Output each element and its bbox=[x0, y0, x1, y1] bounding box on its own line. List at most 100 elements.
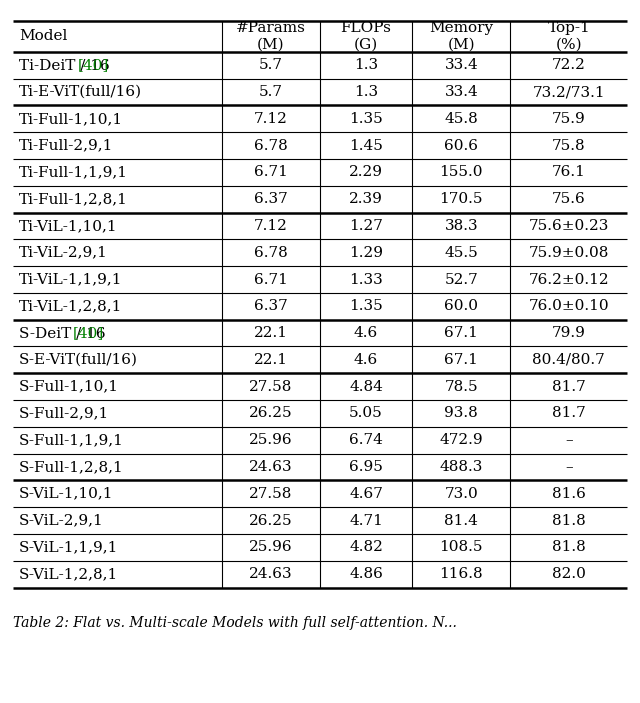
Text: 27.58: 27.58 bbox=[249, 486, 292, 501]
Text: 5.05: 5.05 bbox=[349, 406, 383, 420]
Text: 5.7: 5.7 bbox=[259, 85, 283, 99]
Text: 33.4: 33.4 bbox=[444, 58, 478, 72]
Text: S-Full-2,9,1: S-Full-2,9,1 bbox=[19, 406, 109, 420]
Text: –: – bbox=[565, 460, 573, 474]
Text: 27.58: 27.58 bbox=[249, 380, 292, 394]
Text: Ti-Full-1,1,9,1: Ti-Full-1,1,9,1 bbox=[19, 165, 128, 179]
Text: 73.2/73.1: 73.2/73.1 bbox=[532, 85, 605, 99]
Text: 75.6: 75.6 bbox=[552, 192, 586, 206]
Text: S-ViL-1,10,1: S-ViL-1,10,1 bbox=[19, 486, 114, 501]
Text: S-ViL-2,9,1: S-ViL-2,9,1 bbox=[19, 514, 104, 527]
Text: 45.8: 45.8 bbox=[444, 112, 478, 126]
Text: 4.6: 4.6 bbox=[354, 353, 378, 367]
Text: S-E-ViT(full/16): S-E-ViT(full/16) bbox=[19, 353, 138, 367]
Text: 38.3: 38.3 bbox=[445, 219, 478, 233]
Text: [40]: [40] bbox=[73, 326, 104, 340]
Text: 81.4: 81.4 bbox=[444, 514, 478, 527]
Text: 80.4/80.7: 80.4/80.7 bbox=[532, 353, 605, 367]
Text: Table 2: Flat vs. Multi-scale Models with full self-attention. N...: Table 2: Flat vs. Multi-scale Models wit… bbox=[13, 616, 457, 630]
Text: 1.3: 1.3 bbox=[354, 58, 378, 72]
Text: Ti-Full-1,10,1: Ti-Full-1,10,1 bbox=[19, 112, 124, 126]
Text: 72.2: 72.2 bbox=[552, 58, 586, 72]
Text: 1.45: 1.45 bbox=[349, 138, 383, 153]
Text: S-DeiT / 16: S-DeiT / 16 bbox=[19, 326, 111, 340]
Text: 81.8: 81.8 bbox=[552, 514, 586, 527]
Text: 75.9±0.08: 75.9±0.08 bbox=[529, 246, 609, 259]
Text: 1.27: 1.27 bbox=[349, 219, 383, 233]
Text: 155.0: 155.0 bbox=[440, 165, 483, 179]
Text: 6.78: 6.78 bbox=[254, 138, 288, 153]
Text: Ti-ViL-1,10,1: Ti-ViL-1,10,1 bbox=[19, 219, 118, 233]
Text: Memory
(M): Memory (M) bbox=[429, 21, 493, 51]
Text: S-Full-1,1,9,1: S-Full-1,1,9,1 bbox=[19, 433, 124, 447]
Text: 75.8: 75.8 bbox=[552, 138, 586, 153]
Text: 25.96: 25.96 bbox=[249, 541, 292, 555]
Text: 1.35: 1.35 bbox=[349, 299, 383, 314]
Text: 22.1: 22.1 bbox=[254, 326, 288, 340]
Text: 4.86: 4.86 bbox=[349, 567, 383, 581]
Text: 1.33: 1.33 bbox=[349, 273, 383, 287]
Text: 4.82: 4.82 bbox=[349, 541, 383, 555]
Text: 170.5: 170.5 bbox=[440, 192, 483, 206]
Text: 76.1: 76.1 bbox=[552, 165, 586, 179]
Text: 79.9: 79.9 bbox=[552, 326, 586, 340]
Text: 26.25: 26.25 bbox=[249, 406, 292, 420]
Text: 6.37: 6.37 bbox=[254, 192, 288, 206]
Text: S-ViL-1,1,9,1: S-ViL-1,1,9,1 bbox=[19, 541, 118, 555]
Text: 1.35: 1.35 bbox=[349, 112, 383, 126]
Text: 2.29: 2.29 bbox=[349, 165, 383, 179]
Text: 60.0: 60.0 bbox=[444, 299, 478, 314]
Text: 73.0: 73.0 bbox=[444, 486, 478, 501]
Text: 93.8: 93.8 bbox=[444, 406, 478, 420]
Text: 6.71: 6.71 bbox=[254, 273, 288, 287]
Text: 472.9: 472.9 bbox=[440, 433, 483, 447]
Text: Model: Model bbox=[19, 30, 68, 44]
Text: 4.71: 4.71 bbox=[349, 514, 383, 527]
Text: Ti-ViL-1,1,9,1: Ti-ViL-1,1,9,1 bbox=[19, 273, 123, 287]
Text: –: – bbox=[565, 433, 573, 447]
Text: Top-1
(%): Top-1 (%) bbox=[547, 21, 590, 51]
Text: 76.2±0.12: 76.2±0.12 bbox=[529, 273, 609, 287]
Text: #Params
(M): #Params (M) bbox=[236, 21, 306, 51]
Text: 60.6: 60.6 bbox=[444, 138, 478, 153]
Text: 24.63: 24.63 bbox=[249, 460, 292, 474]
Text: 81.6: 81.6 bbox=[552, 486, 586, 501]
Text: 6.95: 6.95 bbox=[349, 460, 383, 474]
Text: 33.4: 33.4 bbox=[444, 85, 478, 99]
Text: 7.12: 7.12 bbox=[254, 112, 288, 126]
Text: S-Full-1,2,8,1: S-Full-1,2,8,1 bbox=[19, 460, 124, 474]
Text: 108.5: 108.5 bbox=[440, 541, 483, 555]
Text: 81.7: 81.7 bbox=[552, 406, 586, 420]
Text: 76.0±0.10: 76.0±0.10 bbox=[529, 299, 609, 314]
Text: 67.1: 67.1 bbox=[444, 326, 478, 340]
Text: 75.9: 75.9 bbox=[552, 112, 586, 126]
Text: 24.63: 24.63 bbox=[249, 567, 292, 581]
Text: Ti-ViL-1,2,8,1: Ti-ViL-1,2,8,1 bbox=[19, 299, 123, 314]
Text: S-ViL-1,2,8,1: S-ViL-1,2,8,1 bbox=[19, 567, 118, 581]
Text: 78.5: 78.5 bbox=[445, 380, 478, 394]
Text: 75.6±0.23: 75.6±0.23 bbox=[529, 219, 609, 233]
Text: 4.6: 4.6 bbox=[354, 326, 378, 340]
Text: Ti-E-ViT(full/16): Ti-E-ViT(full/16) bbox=[19, 85, 142, 99]
Text: 45.5: 45.5 bbox=[444, 246, 478, 259]
Text: [40]: [40] bbox=[77, 58, 109, 72]
Text: 81.7: 81.7 bbox=[552, 380, 586, 394]
Text: 7.12: 7.12 bbox=[254, 219, 288, 233]
Text: 25.96: 25.96 bbox=[249, 433, 292, 447]
Text: 1.3: 1.3 bbox=[354, 85, 378, 99]
Text: 81.8: 81.8 bbox=[552, 541, 586, 555]
Text: FLOPs
(G): FLOPs (G) bbox=[340, 21, 392, 51]
Text: 116.8: 116.8 bbox=[440, 567, 483, 581]
Text: 52.7: 52.7 bbox=[444, 273, 478, 287]
Text: 4.84: 4.84 bbox=[349, 380, 383, 394]
Text: 2.39: 2.39 bbox=[349, 192, 383, 206]
Text: Ti-DeiT / 16: Ti-DeiT / 16 bbox=[19, 58, 115, 72]
Text: 4.67: 4.67 bbox=[349, 486, 383, 501]
Text: Ti-ViL-2,9,1: Ti-ViL-2,9,1 bbox=[19, 246, 108, 259]
Text: 5.7: 5.7 bbox=[259, 58, 283, 72]
Text: 67.1: 67.1 bbox=[444, 353, 478, 367]
Text: 488.3: 488.3 bbox=[440, 460, 483, 474]
Text: Ti-Full-2,9,1: Ti-Full-2,9,1 bbox=[19, 138, 113, 153]
Text: S-Full-1,10,1: S-Full-1,10,1 bbox=[19, 380, 119, 394]
Text: 26.25: 26.25 bbox=[249, 514, 292, 527]
